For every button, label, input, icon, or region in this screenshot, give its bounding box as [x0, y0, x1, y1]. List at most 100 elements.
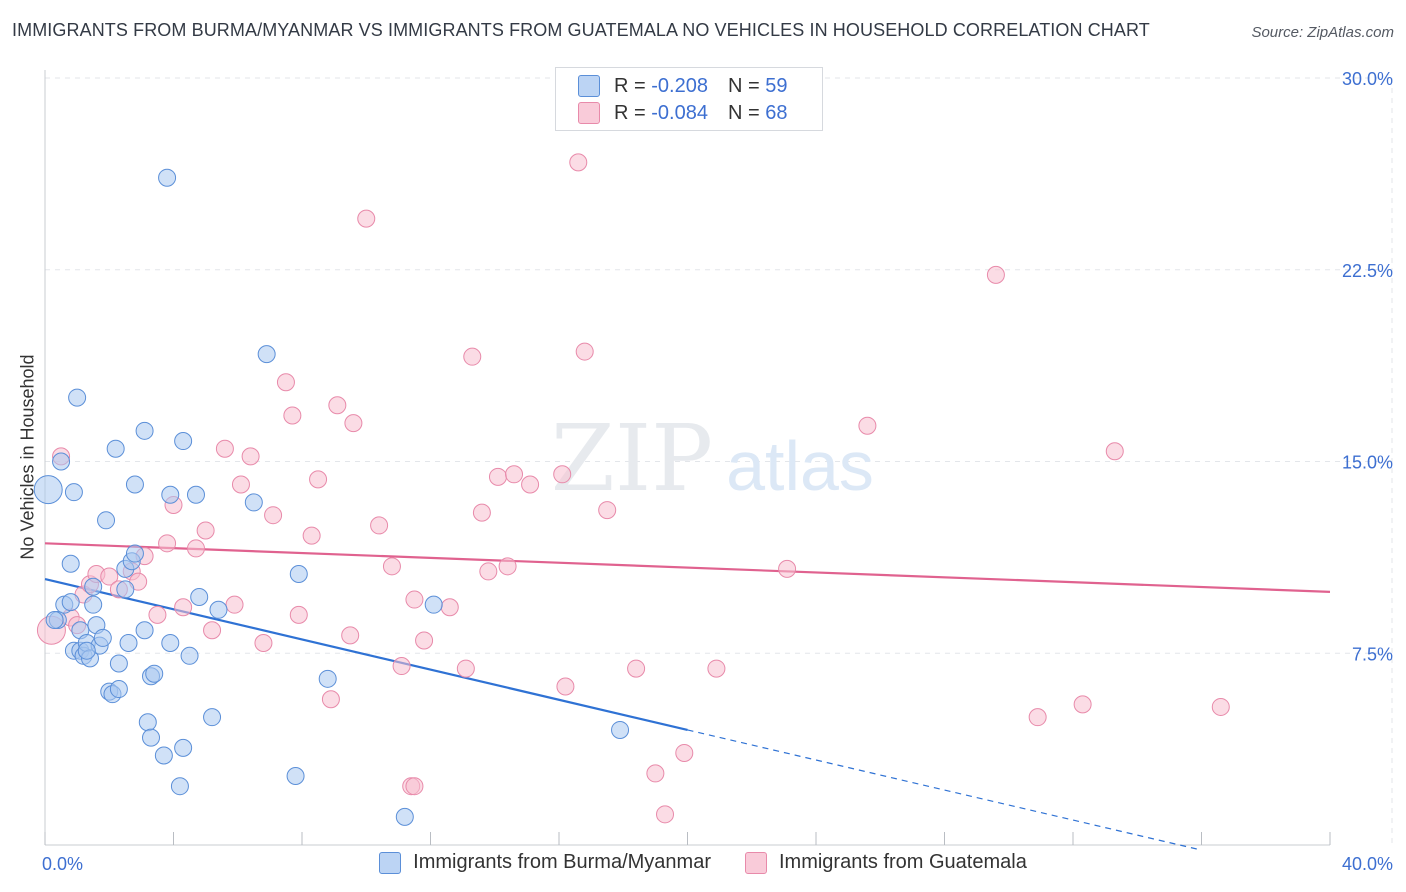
point-guatemala: [707, 659, 726, 678]
point-guatemala: [276, 373, 295, 392]
point-burma: [125, 475, 144, 494]
point-guatemala: [479, 562, 498, 581]
point-guatemala: [1028, 708, 1047, 727]
data-points: [33, 153, 1230, 826]
point-burma: [154, 746, 173, 765]
point-burma: [142, 728, 161, 747]
point-guatemala: [357, 209, 376, 228]
r-label: R =: [614, 74, 646, 97]
r-value: -0.208: [651, 74, 708, 97]
point-guatemala: [341, 626, 360, 645]
y-tick-label: 7.5%: [1352, 644, 1393, 664]
point-burma: [109, 654, 128, 673]
point-guatemala: [440, 598, 459, 617]
point-guatemala: [858, 416, 877, 435]
point-guatemala: [382, 557, 401, 576]
point-guatemala: [309, 470, 328, 489]
trend-lines: [44, 542, 1331, 851]
point-burma: [190, 588, 209, 607]
point-burma: [244, 493, 263, 512]
correlation-legend: R = -0.208 N = 59 R = -0.084 N = 68: [555, 67, 823, 131]
point-burma: [395, 807, 414, 826]
point-burma: [61, 593, 80, 612]
point-guatemala: [392, 657, 411, 676]
point-guatemala: [148, 605, 167, 624]
point-guatemala: [463, 347, 482, 366]
legend-item-burma[interactable]: Immigrants from Burma/Myanmar: [379, 851, 711, 874]
x-tick-label: 40.0%: [1342, 854, 1393, 874]
point-guatemala: [553, 465, 572, 484]
blue-swatch: [578, 75, 600, 97]
point-burma: [318, 669, 337, 688]
pink-swatch: [744, 851, 767, 874]
point-burma: [52, 452, 71, 471]
point-guatemala: [283, 406, 302, 425]
watermark-atlas: atlas: [726, 427, 874, 505]
point-burma: [84, 595, 103, 614]
point-burma: [33, 475, 63, 505]
point-guatemala: [778, 559, 797, 578]
grid-lines: [45, 77, 1393, 845]
n-label: N =: [727, 74, 760, 97]
point-guatemala: [254, 634, 273, 653]
point-burma: [174, 432, 193, 451]
point-burma: [116, 580, 135, 599]
point-burma: [135, 421, 154, 440]
blue-swatch: [379, 851, 402, 874]
series-legend: Immigrants from Burma/Myanmar Immigrants…: [0, 851, 1406, 874]
point-burma: [84, 577, 103, 596]
point-burma: [203, 708, 222, 727]
point-burma: [611, 720, 630, 739]
y-axis-label: No Vehicles in Household: [17, 354, 38, 560]
point-guatemala: [225, 595, 244, 614]
point-burma: [424, 595, 443, 614]
point-guatemala: [1211, 697, 1230, 716]
point-burma: [125, 544, 144, 563]
point-burma: [180, 646, 199, 665]
chart-title: IMMIGRANTS FROM BURMA/MYANMAR VS IMMIGRA…: [12, 20, 1150, 40]
point-guatemala: [370, 516, 389, 535]
point-burma: [170, 777, 189, 796]
point-guatemala: [521, 475, 540, 494]
point-burma: [286, 766, 305, 785]
point-guatemala: [472, 503, 491, 522]
point-guatemala: [289, 605, 308, 624]
point-burma: [61, 554, 80, 573]
n-value: 68: [765, 101, 788, 124]
x-tick-label: 0.0%: [42, 854, 83, 874]
point-burma: [209, 600, 228, 619]
legend-label: Immigrants from Guatemala: [778, 851, 1027, 873]
n-value: 59: [765, 74, 788, 97]
point-burma: [257, 345, 276, 364]
legend-label: Immigrants from Burma/Myanmar: [413, 851, 711, 873]
point-burma: [109, 680, 128, 699]
point-burma: [289, 564, 308, 583]
legend-row-guatemala: R = -0.084 N = 68: [578, 100, 787, 126]
y-tick-label: 15.0%: [1342, 453, 1393, 473]
n-label: N =: [727, 101, 760, 124]
point-guatemala: [231, 475, 250, 494]
point-guatemala: [598, 501, 617, 520]
point-guatemala: [556, 677, 575, 696]
legend-item-guatemala[interactable]: Immigrants from Guatemala: [744, 851, 1027, 874]
point-guatemala: [203, 621, 222, 640]
point-burma: [64, 483, 83, 502]
r-value: -0.084: [651, 101, 708, 124]
point-guatemala: [488, 467, 507, 486]
point-burma: [45, 611, 64, 630]
point-guatemala: [1105, 442, 1124, 461]
legend-row-burma: R = -0.208 N = 59: [578, 73, 787, 99]
point-guatemala: [174, 598, 193, 617]
point-guatemala: [646, 764, 665, 783]
point-burma: [138, 713, 157, 732]
point-guatemala: [405, 777, 424, 796]
point-guatemala: [100, 567, 119, 586]
point-guatemala: [215, 439, 234, 458]
point-guatemala: [569, 153, 588, 172]
point-guatemala: [264, 506, 283, 525]
point-guatemala: [656, 805, 675, 824]
y-tick-label: 30.0%: [1342, 69, 1393, 89]
point-guatemala: [158, 534, 177, 553]
point-burma: [77, 641, 96, 660]
